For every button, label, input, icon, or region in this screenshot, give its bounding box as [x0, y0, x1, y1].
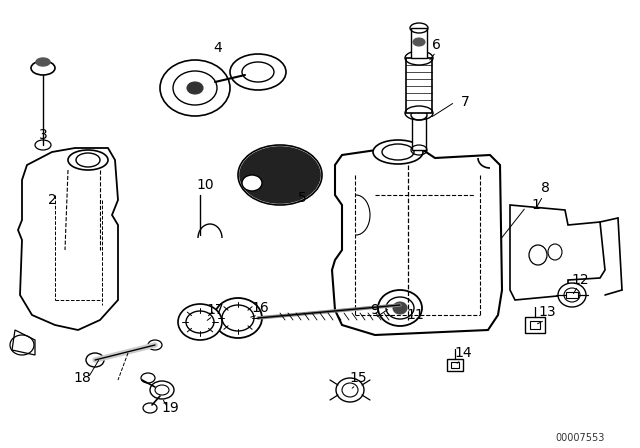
Text: 12: 12 [571, 273, 589, 287]
Bar [451, 362, 459, 368]
Text: 9: 9 [371, 303, 380, 317]
Text: 5: 5 [298, 191, 307, 205]
Text: 8: 8 [541, 181, 549, 195]
Text: 17: 17 [206, 303, 224, 317]
Text: 3: 3 [38, 128, 47, 142]
Bar [525, 317, 545, 333]
Text: 00007553: 00007553 [556, 433, 605, 443]
Ellipse shape [68, 150, 108, 170]
Text: 7: 7 [461, 95, 469, 109]
Text: 13: 13 [538, 305, 556, 319]
Bar [530, 321, 540, 329]
Ellipse shape [31, 61, 55, 75]
Ellipse shape [558, 283, 586, 307]
Text: 11: 11 [406, 308, 424, 322]
Text: 15: 15 [349, 371, 367, 385]
Bar [411, 28, 427, 58]
Ellipse shape [160, 60, 230, 116]
Ellipse shape [178, 304, 222, 340]
Text: 18: 18 [73, 371, 91, 385]
Ellipse shape [393, 302, 407, 314]
Bar [406, 58, 432, 113]
Text: 6: 6 [431, 38, 440, 52]
Bar [566, 292, 578, 298]
Bar [412, 115, 426, 150]
Text: 14: 14 [454, 346, 472, 360]
Ellipse shape [230, 54, 286, 90]
Polygon shape [332, 148, 502, 335]
Ellipse shape [336, 378, 364, 402]
Text: 4: 4 [214, 41, 222, 55]
Ellipse shape [148, 340, 162, 350]
Text: 1: 1 [532, 198, 540, 212]
Text: 19: 19 [161, 401, 179, 415]
Ellipse shape [378, 290, 422, 326]
Ellipse shape [373, 140, 423, 164]
Bar [447, 359, 463, 371]
Ellipse shape [36, 58, 50, 66]
Ellipse shape [187, 82, 203, 94]
Text: 16: 16 [251, 301, 269, 315]
Ellipse shape [411, 110, 427, 120]
Text: 10: 10 [196, 178, 214, 192]
Ellipse shape [86, 353, 104, 367]
Ellipse shape [141, 373, 155, 383]
Ellipse shape [143, 403, 157, 413]
Ellipse shape [413, 38, 425, 46]
Text: 2: 2 [47, 193, 56, 207]
Ellipse shape [240, 147, 320, 203]
Ellipse shape [242, 175, 262, 191]
Ellipse shape [150, 381, 174, 399]
Ellipse shape [214, 298, 262, 338]
Polygon shape [510, 205, 605, 300]
Polygon shape [12, 330, 35, 355]
Polygon shape [18, 148, 118, 330]
Ellipse shape [35, 140, 51, 150]
